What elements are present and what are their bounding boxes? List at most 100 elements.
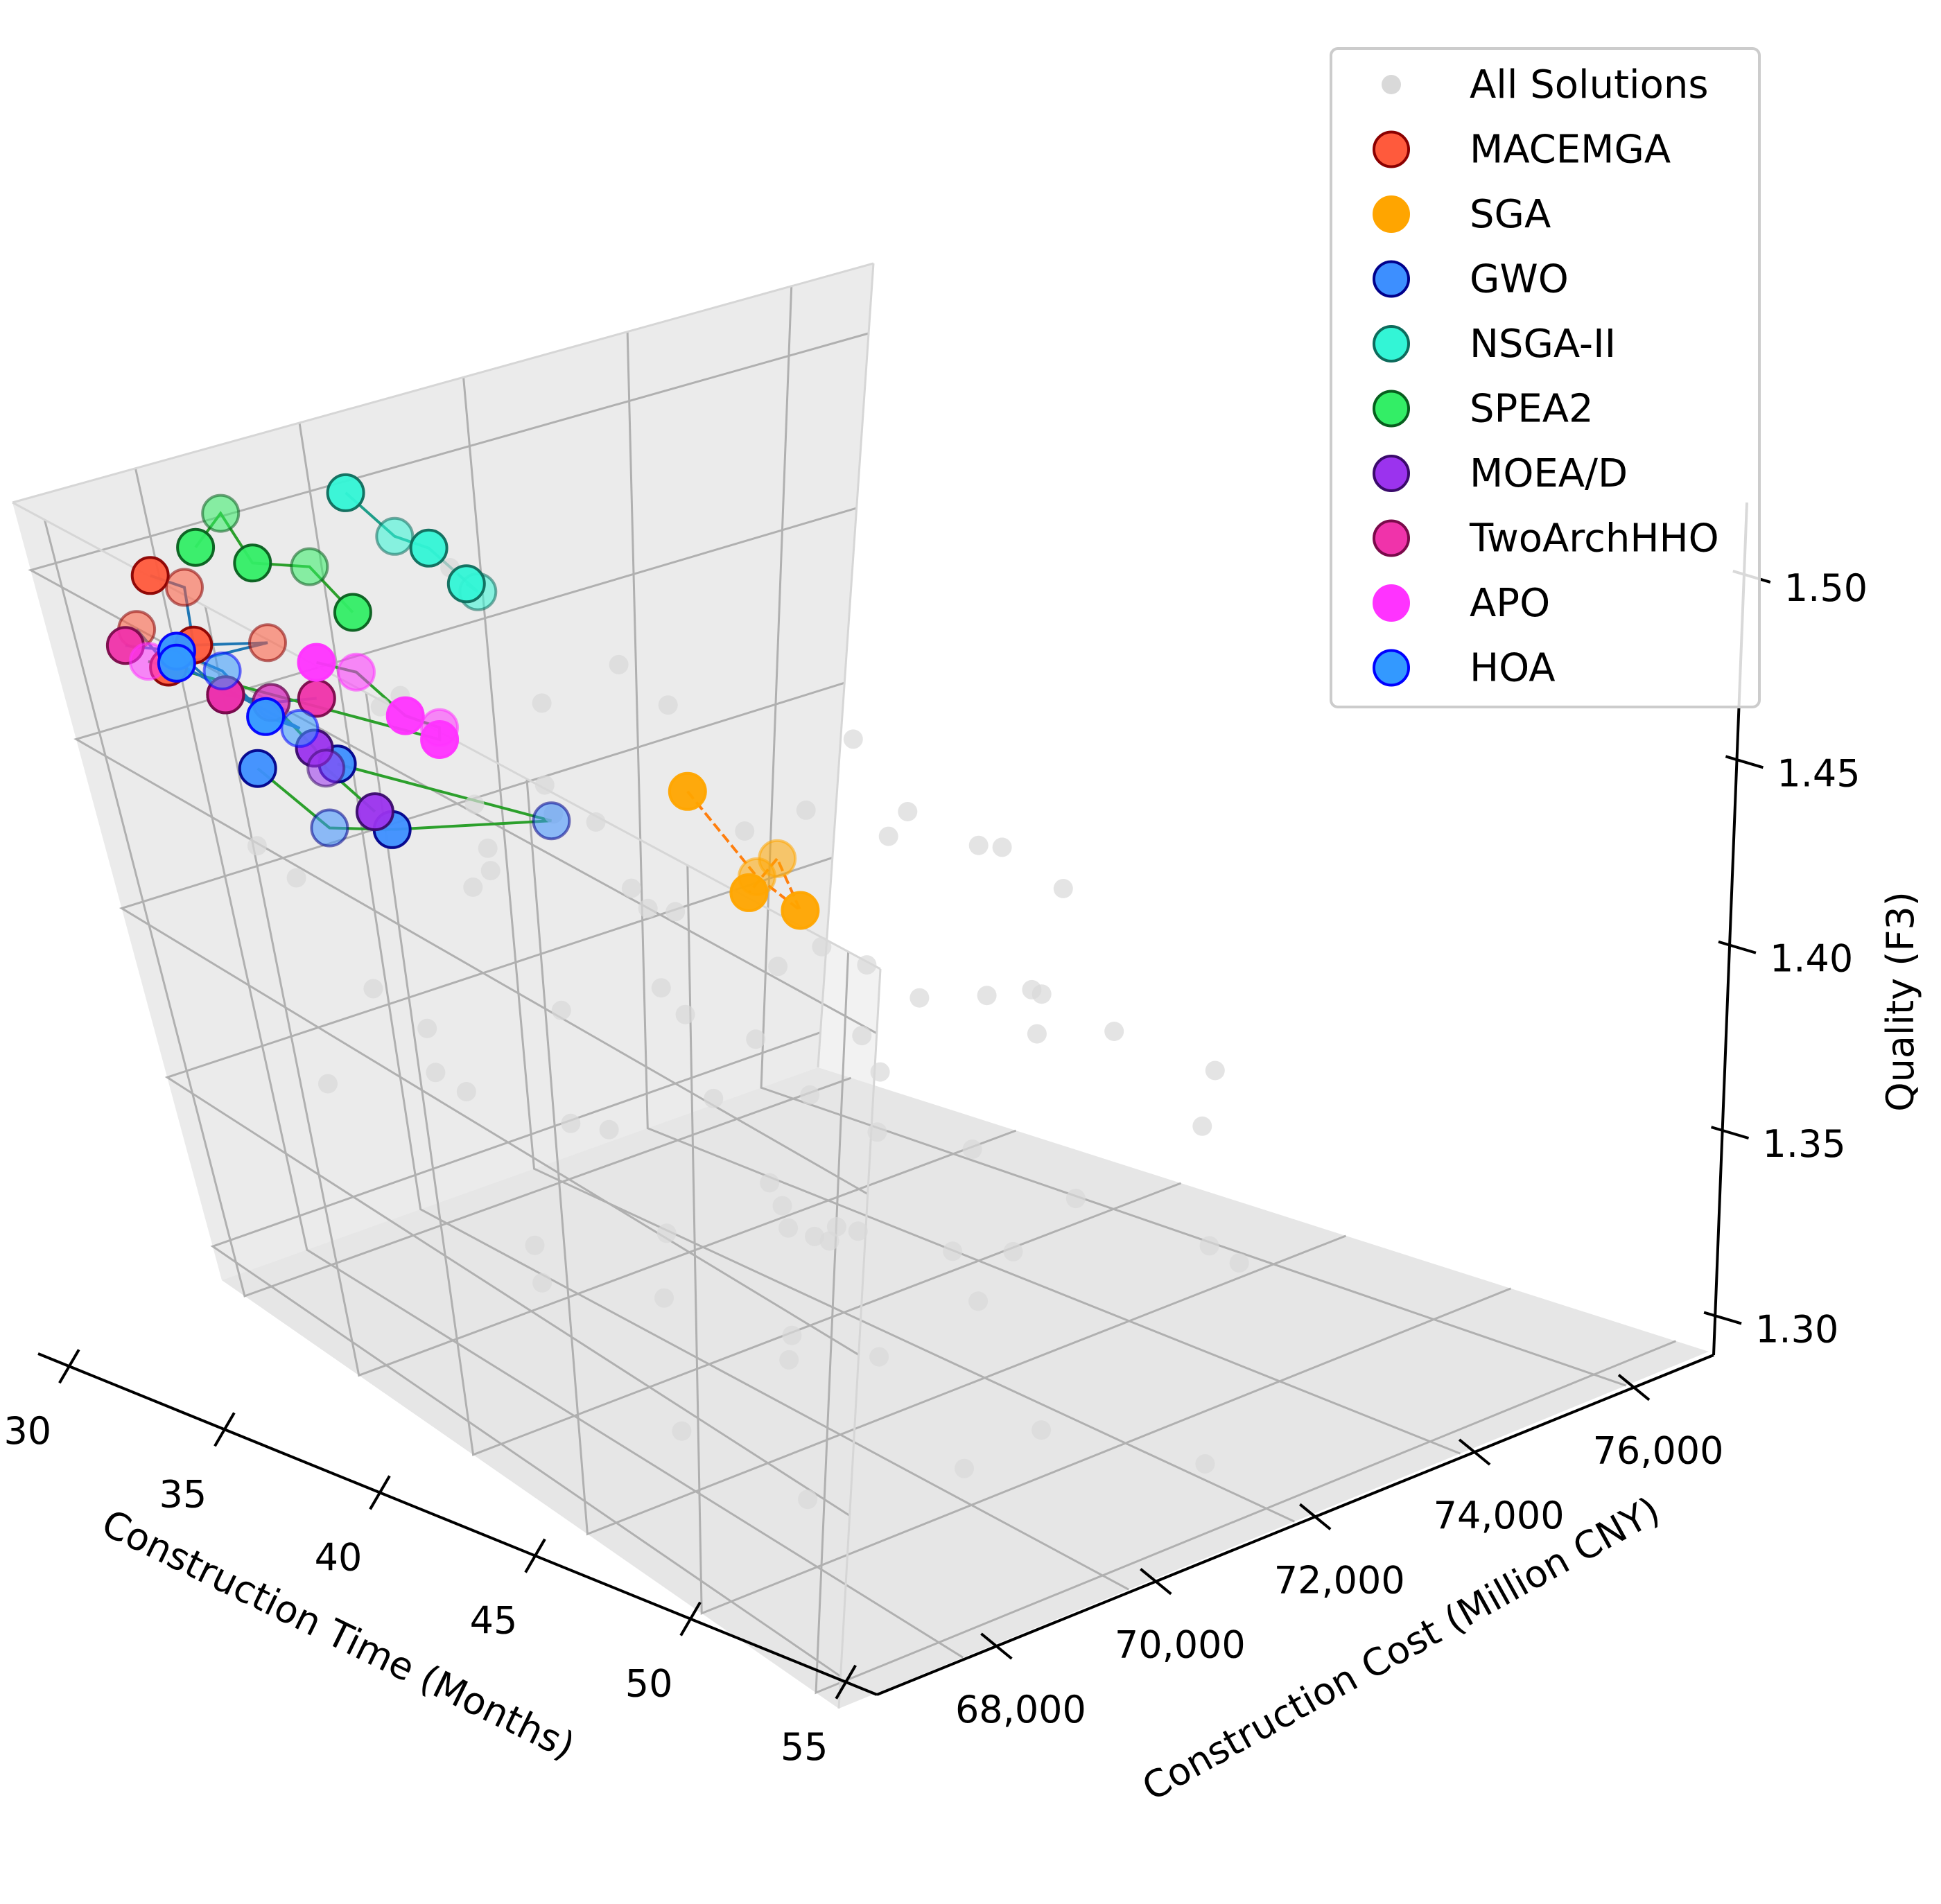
all-solutions-point xyxy=(1192,1116,1212,1136)
all-solutions-point xyxy=(656,1223,677,1243)
all-solutions-point xyxy=(867,1122,887,1142)
x-tick-labels: 30 35 40 45 50 55 xyxy=(3,1349,857,1769)
series-point-hoa xyxy=(280,708,320,748)
all-solutions-point xyxy=(525,1235,545,1255)
all-solutions-point xyxy=(870,1062,890,1082)
all-solutions-point xyxy=(1032,1420,1052,1440)
all-solutions-point xyxy=(651,978,671,998)
series-point-spea2 xyxy=(176,527,216,567)
all-solutions-point xyxy=(992,837,1012,857)
grid-line-x xyxy=(815,952,1676,1695)
all-solutions-point xyxy=(772,1196,792,1216)
y-tick xyxy=(1298,1503,1332,1530)
x-tick xyxy=(835,1664,857,1700)
y-tick-label: 68,000 xyxy=(955,1688,1086,1731)
all-solutions-point xyxy=(247,836,267,856)
series-point-spea2 xyxy=(201,494,241,533)
legend-marker-gwo xyxy=(1373,260,1410,298)
series-point-hoa xyxy=(202,652,242,690)
z-tick-labels: 1.30 1.35 1.40 1.45 1.50 xyxy=(1703,566,1868,1352)
all-solutions-point xyxy=(909,988,930,1008)
grid-line-z xyxy=(119,681,860,1356)
legend-box xyxy=(1330,47,1761,708)
grid-line-x xyxy=(204,606,1017,1377)
y-tick-label: 72,000 xyxy=(1274,1558,1405,1602)
legend-marker-macemga xyxy=(1373,130,1410,168)
all-solutions-point xyxy=(478,838,498,858)
all-solutions-point xyxy=(778,1218,799,1238)
series-point-sga xyxy=(758,839,797,878)
x-tick-label: 40 xyxy=(315,1535,363,1579)
legend-label: SPEA2 xyxy=(1470,387,1594,432)
x-tick xyxy=(524,1538,546,1573)
x-tick-label: 30 xyxy=(3,1409,51,1453)
series-point-sga xyxy=(781,891,820,930)
series-point-hoa xyxy=(246,697,286,736)
all-solutions-point xyxy=(675,1004,695,1024)
all-solutions-point xyxy=(1053,879,1073,898)
legend-marker-sga xyxy=(1373,195,1410,233)
all-solutions-point xyxy=(898,802,918,821)
all-solutions-point xyxy=(1003,1241,1023,1261)
legend-marker-apo xyxy=(1373,584,1410,622)
legend-label: HOA xyxy=(1470,646,1556,691)
all-solutions-point xyxy=(704,1088,724,1108)
all-solutions-point xyxy=(532,1273,552,1293)
all-solutions-point xyxy=(1027,1024,1047,1044)
z-tick-label: 1.45 xyxy=(1777,751,1860,795)
all-solutions-point xyxy=(760,1173,780,1193)
y-tick xyxy=(1140,1568,1172,1596)
all-solutions-point xyxy=(532,693,552,713)
legend-label: SGA xyxy=(1470,192,1551,237)
z-axis-label: Quality (F3) xyxy=(1879,891,1922,1112)
all-solutions-point xyxy=(638,898,658,918)
all-solutions-point xyxy=(672,1421,692,1441)
all-solutions-point xyxy=(551,1000,571,1020)
x-axis-line xyxy=(37,1352,878,1696)
all-solutions-point xyxy=(852,1026,872,1046)
all-solutions-point xyxy=(363,979,383,999)
legend-marker-spea2 xyxy=(1373,390,1410,428)
series-point-spea2 xyxy=(233,543,272,583)
series-point-apo xyxy=(385,696,425,735)
all-solutions-point xyxy=(480,861,501,881)
all-solutions-point xyxy=(819,1231,839,1251)
x-tick-label: 50 xyxy=(625,1662,673,1706)
all-solutions-point xyxy=(977,986,997,1006)
z-tick xyxy=(1718,940,1757,954)
x-tick-label: 35 xyxy=(159,1472,207,1516)
y-tick-labels: 68,000 70,000 72,000 74,000 76,000 xyxy=(955,1374,1724,1731)
grid-line-y xyxy=(462,377,1296,1523)
series-point-moea/d xyxy=(306,749,346,788)
all-solutions-point xyxy=(962,1139,982,1160)
all-solutions-point xyxy=(869,1347,889,1367)
legend-marker-hoa xyxy=(1373,649,1410,687)
y-tick-label: 70,000 xyxy=(1115,1623,1246,1667)
grid-line-x xyxy=(43,519,852,1298)
all-solutions-point xyxy=(463,877,483,897)
all-solutions-point xyxy=(561,1113,581,1133)
legend-marker-nsga-ii xyxy=(1373,325,1410,363)
legend-marker-twoarchhho xyxy=(1373,519,1410,557)
x-tick-label: 45 xyxy=(470,1599,518,1643)
all-solutions-point xyxy=(746,1029,766,1049)
all-solutions-point xyxy=(768,957,788,977)
all-solutions-point xyxy=(878,826,898,846)
series-point-nsga-ii xyxy=(446,564,486,604)
all-solutions-point xyxy=(796,800,816,820)
all-solutions-point xyxy=(1065,1189,1086,1209)
pane-edge xyxy=(12,262,874,504)
all-solutions-point xyxy=(318,1074,338,1094)
all-solutions-point xyxy=(1199,1236,1219,1256)
all-solutions-point xyxy=(1205,1060,1225,1081)
z-tick-label: 1.30 xyxy=(1755,1308,1838,1352)
all-solutions-point xyxy=(798,1490,818,1510)
all-solutions-point xyxy=(370,697,390,717)
series-point-macemga xyxy=(165,568,204,607)
pane-edge xyxy=(817,263,875,1068)
grid-line-z xyxy=(73,507,869,1196)
all-solutions-point xyxy=(735,821,755,841)
all-solutions-point xyxy=(417,1018,437,1038)
y-tick-label: 76,000 xyxy=(1593,1429,1724,1473)
grid-line-z xyxy=(164,856,851,1517)
